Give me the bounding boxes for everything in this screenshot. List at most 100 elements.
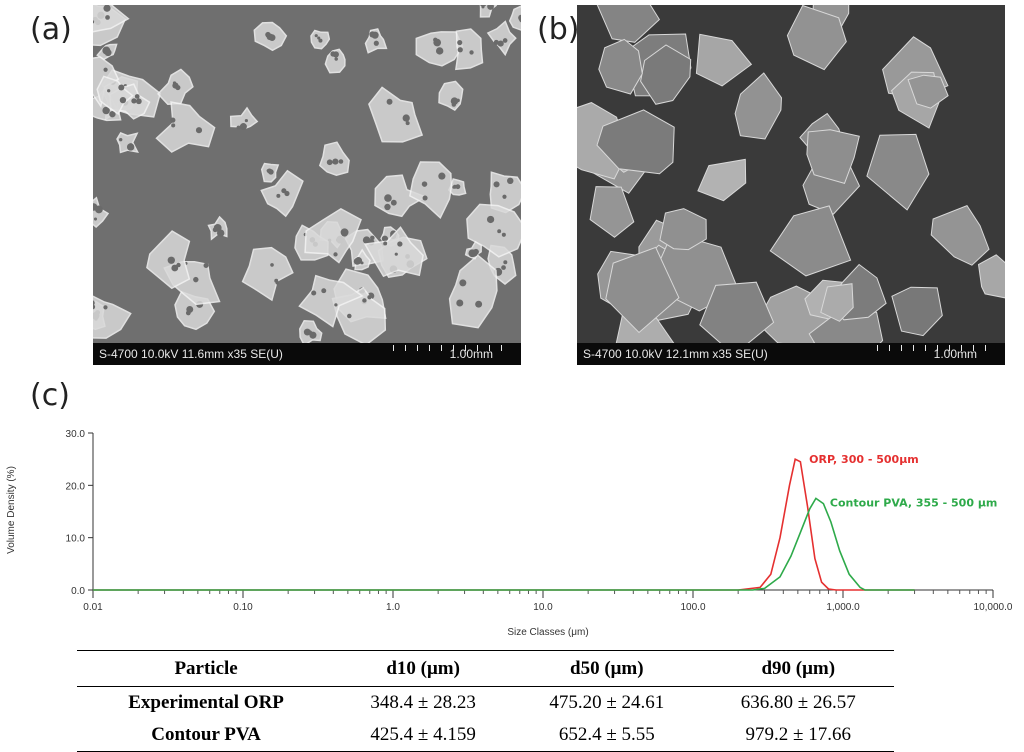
porous-particle: [486, 20, 517, 57]
particle-pore: [171, 264, 179, 272]
table-header-d10: d10 (μm): [335, 650, 512, 687]
particle-pore: [469, 50, 474, 55]
table-cell-d50: 652.4 ± 5.55: [511, 719, 703, 752]
particle-pore: [507, 177, 514, 185]
angular-particle: [769, 205, 852, 277]
particle-pore: [239, 123, 247, 131]
particle-pore: [457, 47, 463, 53]
particle-pore: [503, 260, 508, 265]
particle-pore: [119, 137, 123, 142]
particle-pore: [118, 84, 125, 91]
angular-particle: [786, 5, 847, 71]
particle-pore: [104, 49, 112, 57]
particle-pore: [267, 168, 272, 174]
particle-pore: [102, 106, 110, 115]
particle-pore: [501, 232, 506, 237]
particle-pore: [134, 94, 140, 99]
x-tick-label: 10,000.0: [974, 602, 1013, 613]
particle-pore: [438, 172, 446, 180]
table-header-particle: Particle: [77, 650, 336, 687]
particle-pore: [493, 181, 500, 188]
porous-particle: [298, 274, 364, 328]
y-tick-label: 10.0: [66, 534, 86, 545]
table-cell-d50: 475.20 ± 24.61: [549, 692, 665, 713]
particle-pore: [93, 217, 98, 221]
particle-pore: [367, 295, 372, 300]
particle-pore: [93, 300, 95, 306]
angular-particle: [907, 74, 949, 109]
particle-pore: [135, 98, 142, 105]
particle-pore: [106, 48, 110, 52]
x-tick-label: 1.0: [386, 602, 400, 613]
table-cell-d90: 636.80 ± 26.57: [740, 692, 856, 713]
size-distribution-chart: Volume Density (%) Size Classes (μm) 0.0…: [6, 429, 1013, 638]
table-header-d90: d90 (μm): [702, 650, 894, 687]
porous-particle: [409, 161, 453, 220]
angular-particle: [820, 283, 854, 322]
particle-pore: [501, 265, 506, 270]
table-cell-particle: Contour PVA: [77, 719, 336, 752]
angular-particle: [930, 204, 990, 266]
particle-pore: [421, 181, 428, 187]
particle-pore: [103, 5, 111, 12]
series-line-1: [93, 497, 915, 591]
particle-pore: [459, 279, 467, 287]
particle-pore: [405, 121, 410, 126]
particle-pore: [333, 252, 338, 257]
angular-particle: [596, 5, 661, 43]
particle-pore: [384, 203, 391, 211]
porous-particle: [241, 246, 294, 302]
particle-pore: [451, 102, 457, 107]
angular-particle: [806, 129, 860, 185]
sem-info-bar-b: S-4700 10.0kV 12.1mm x35 SE(U) 1.00mm: [577, 343, 1005, 365]
x-tick-label: 1,000.0: [826, 602, 860, 613]
sem-scale-label-b: 1.00mm: [933, 347, 977, 361]
particle-pore: [311, 290, 317, 296]
particle-pore: [195, 127, 203, 134]
porous-particle: [508, 5, 521, 31]
particle-pore: [502, 38, 508, 43]
particle-pore: [383, 241, 388, 246]
particle-pore: [203, 262, 209, 269]
sem-info-text-b: S-4700 10.0kV 12.1mm x35 SE(U): [583, 347, 768, 361]
particle-pore: [456, 299, 464, 307]
particle-pore: [236, 125, 241, 130]
particle-pore: [347, 313, 352, 319]
particle-pore: [268, 34, 276, 41]
particle-pore: [360, 261, 364, 265]
particle-pore: [370, 235, 375, 241]
table-cell-particle: Experimental ORP: [128, 692, 284, 713]
particle-pore: [487, 5, 494, 10]
particle-pore: [175, 84, 181, 91]
porous-particle: [455, 28, 484, 71]
particle-pore: [455, 184, 461, 190]
particle-pore: [332, 51, 339, 58]
particle-pore: [402, 114, 410, 122]
particle-pore: [93, 304, 96, 310]
sem-image-pva-texture: [577, 5, 1005, 365]
particle-pore: [326, 159, 333, 166]
particle-pore: [497, 229, 502, 234]
y-tick-label: 20.0: [66, 481, 86, 492]
table-row: Experimental ORP 348.4 ± 28.23 475.20 ± …: [77, 687, 894, 720]
y-tick-label: 30.0: [66, 429, 86, 440]
angular-particle: [695, 33, 753, 87]
particle-pore: [94, 205, 103, 214]
angular-particle: [977, 254, 1005, 299]
porous-particle: [438, 80, 464, 111]
x-tick-label: 100.0: [680, 602, 705, 613]
porous-particle: [260, 169, 304, 218]
particle-pore: [371, 31, 379, 39]
particle-pore: [381, 235, 389, 242]
particle-pore: [386, 98, 393, 105]
particle-size-table: Particle d10 (μm) d50 (μm) d90 (μm) Expe…: [77, 650, 894, 752]
particle-pore: [314, 34, 318, 38]
particle-pore: [167, 256, 175, 264]
porous-particle: [304, 208, 362, 264]
particle-pore: [397, 241, 403, 247]
table-header-row: Particle d10 (μm) d50 (μm) d90 (μm): [77, 650, 894, 687]
porous-particle: [155, 101, 216, 153]
particle-pore: [321, 288, 327, 294]
sem-image-orp: S-4700 10.0kV 11.6mm x35 SE(U) 1.00mm: [93, 5, 521, 365]
panel-label-a: (a): [30, 12, 72, 47]
